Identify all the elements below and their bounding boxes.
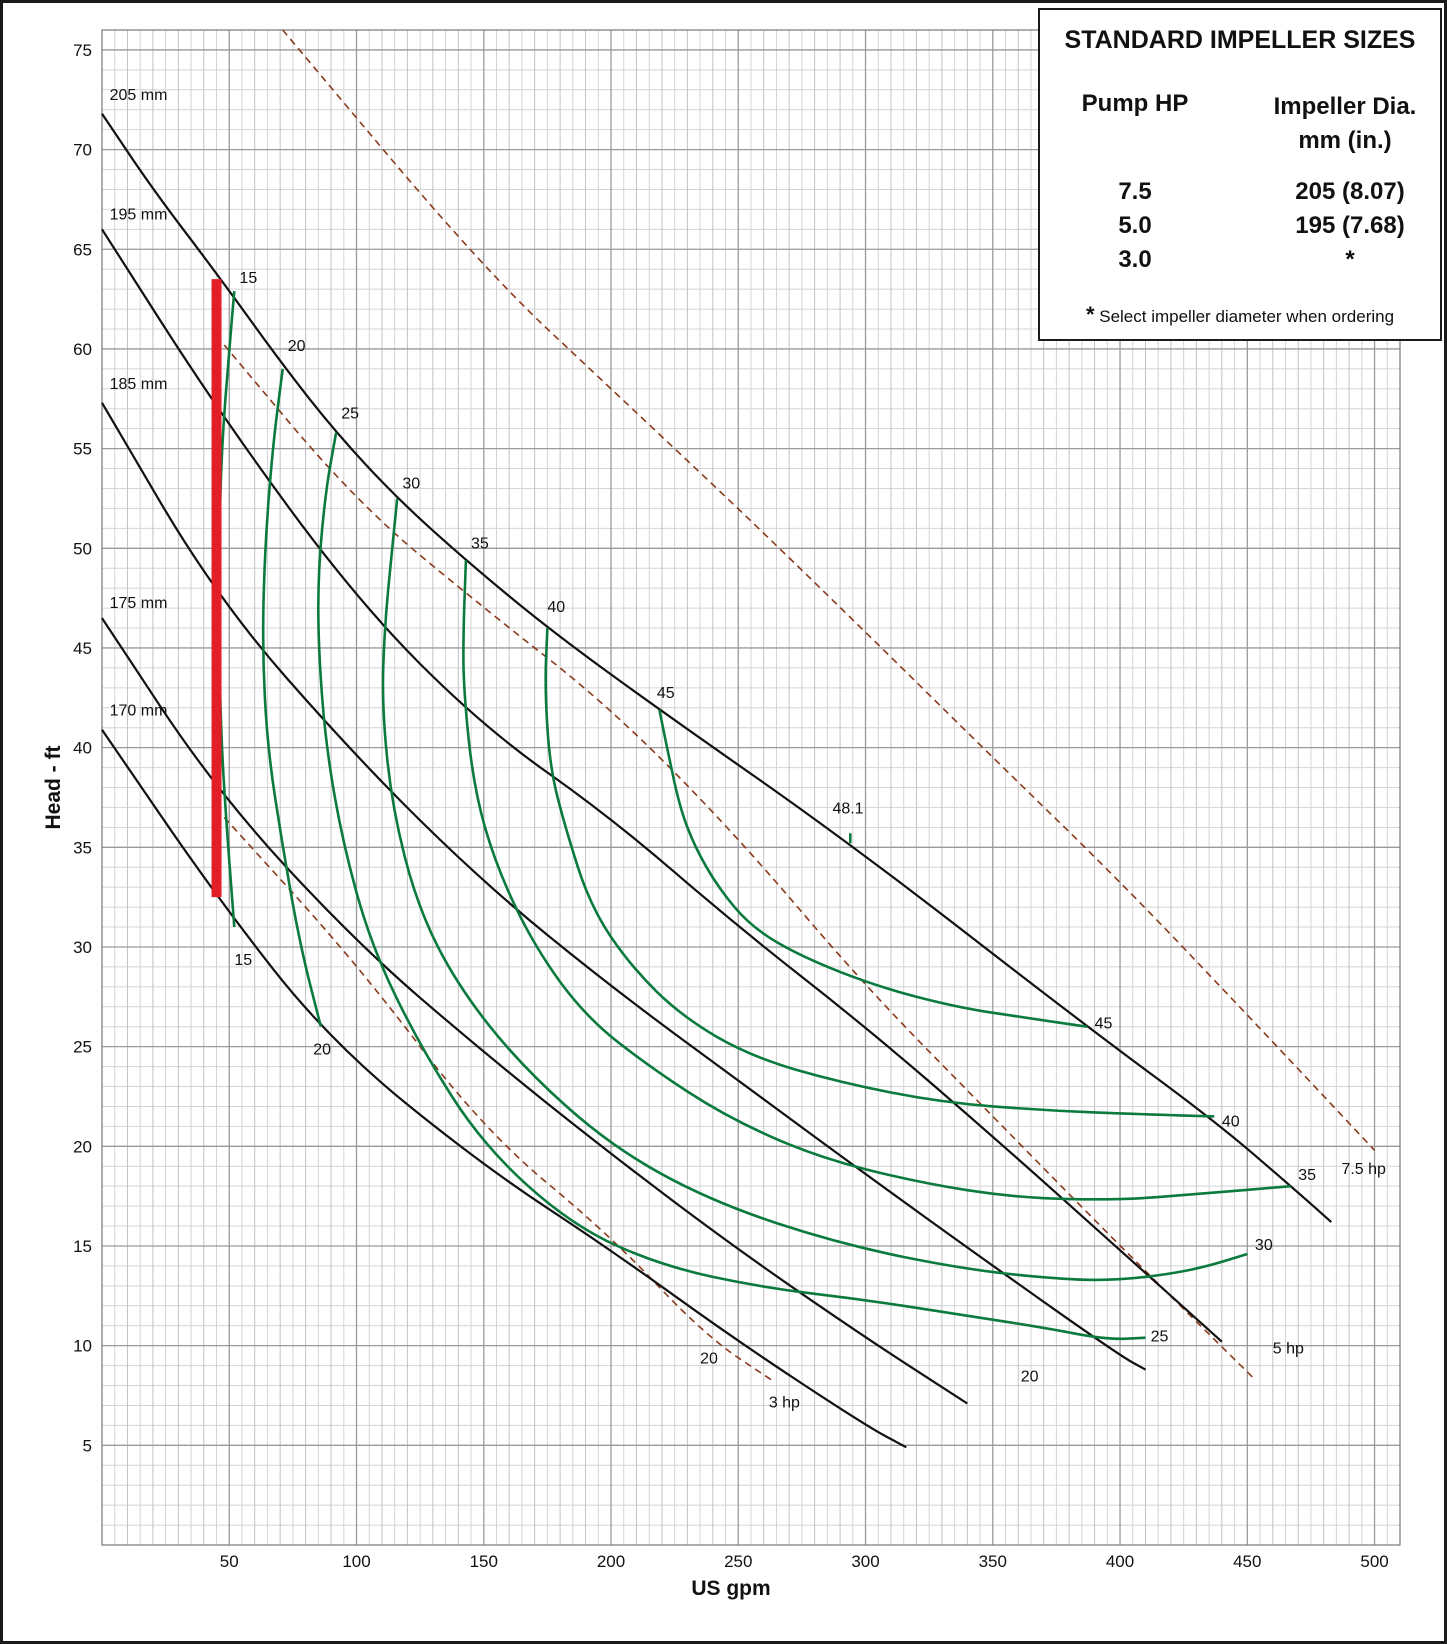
- plot-area-border: [101, 29, 1401, 1546]
- y-axis-label: Head - ft: [42, 745, 65, 829]
- efficiency-label: 35: [471, 535, 489, 552]
- impeller-curve: [101, 113, 1333, 1223]
- y-tick-label: 25: [73, 1038, 92, 1057]
- legend-row-hp: 5.0: [1118, 212, 1152, 239]
- x-tick-label: 350: [979, 1552, 1007, 1571]
- legend-column-impeller-dia-line2: mm (in.): [1298, 127, 1392, 154]
- legend-row-dia: 195 (7.68): [1295, 212, 1405, 239]
- x-tick-label: 500: [1360, 1552, 1388, 1571]
- power-curve-label: 3 hp: [769, 1394, 800, 1411]
- efficiency-label: 15: [234, 952, 252, 969]
- x-tick-label: 200: [597, 1552, 625, 1571]
- efficiency-label: 30: [402, 475, 420, 492]
- y-tick-label: 30: [73, 938, 92, 957]
- efficiency-label: 40: [1222, 1113, 1240, 1130]
- legend-row-hp: 3.0: [1118, 246, 1152, 273]
- x-axis-label: US gpm: [691, 1577, 770, 1600]
- x-tick-label: 250: [724, 1552, 752, 1571]
- efficiency-label: 15: [239, 270, 257, 287]
- efficiency-label: 48.1: [832, 800, 863, 817]
- legend-note: * Select impeller diameter when ordering: [1040, 302, 1440, 328]
- x-tick-label: 300: [851, 1552, 879, 1571]
- y-tick-label: 40: [73, 739, 92, 758]
- power-curve-label: 7.5 hp: [1341, 1161, 1386, 1178]
- efficiency-curve: [462, 560, 1291, 1201]
- efficiency-curve: [381, 498, 1248, 1282]
- y-tick-label: 35: [73, 838, 92, 857]
- efficiency-label: 45: [657, 685, 675, 702]
- impeller-curve: [101, 729, 907, 1449]
- efficiency-label: 25: [341, 406, 359, 423]
- y-tick-label: 20: [73, 1137, 92, 1156]
- efficiency-curve: [658, 709, 1088, 1028]
- impeller-curve: [101, 617, 968, 1405]
- legend-row-hp: 7.5: [1118, 178, 1152, 205]
- y-tick-label: 75: [73, 41, 92, 60]
- efficiency-label: 20: [313, 1042, 331, 1059]
- power-curve-label: 5 hp: [1273, 1341, 1304, 1358]
- efficiency-label: 30: [1255, 1237, 1273, 1254]
- legend-column-impeller-dia-line1: Impeller Dia.: [1273, 93, 1417, 120]
- x-tick-label: 150: [470, 1552, 498, 1571]
- y-tick-label: 50: [73, 539, 92, 558]
- y-tick-label: 60: [73, 340, 92, 359]
- y-tick-label: 55: [73, 440, 92, 459]
- power-curve: [223, 344, 1256, 1381]
- efficiency-label: 25: [1151, 1329, 1169, 1346]
- legend-column-pump-hp: Pump HP: [1081, 90, 1189, 117]
- legend-row-dia: 205 (8.07): [1295, 178, 1405, 205]
- x-tick-label: 400: [1106, 1552, 1134, 1571]
- impeller-size-legend: STANDARD IMPELLER SIZES Pump HP Impeller…: [1038, 8, 1442, 341]
- efficiency-label: 20: [700, 1351, 718, 1368]
- impeller-curve: [101, 228, 1223, 1343]
- y-tick-label: 15: [73, 1237, 92, 1256]
- efficiency-label: 20: [288, 338, 306, 355]
- power-curve: [223, 816, 775, 1383]
- efficiency-label: 40: [547, 599, 565, 616]
- efficiency-label: 20: [1021, 1369, 1039, 1386]
- efficiency-curve: [261, 368, 323, 1028]
- impeller-curve: [101, 402, 1147, 1371]
- y-tick-label: 5: [83, 1436, 92, 1455]
- impeller-curve-label: 195 mm: [110, 206, 168, 223]
- efficiency-label: 45: [1095, 1016, 1113, 1033]
- legend-row-dia: *: [1345, 246, 1355, 273]
- impeller-curve-label: 185 mm: [110, 376, 168, 393]
- legend-title: STANDARD IMPELLER SIZES: [1064, 26, 1416, 54]
- y-tick-label: 65: [73, 240, 92, 259]
- y-tick-label: 45: [73, 639, 92, 658]
- x-tick-label: 50: [220, 1552, 239, 1571]
- y-tick-label: 70: [73, 141, 92, 160]
- impeller-curve-label: 205 mm: [110, 87, 168, 104]
- power-curve: [282, 29, 1376, 1151]
- impeller-curve-label: 170 mm: [110, 703, 168, 720]
- legend-column-impeller-dia: Impeller Dia. mm (in.): [1250, 90, 1440, 158]
- impeller-curve-label: 175 mm: [110, 595, 168, 612]
- x-tick-label: 100: [342, 1552, 370, 1571]
- y-tick-label: 10: [73, 1337, 92, 1356]
- efficiency-curve: [316, 432, 1146, 1341]
- efficiency-curve: [544, 627, 1215, 1118]
- legend-note-asterisk: *: [1085, 302, 1095, 327]
- x-tick-label: 450: [1233, 1552, 1261, 1571]
- legend-note-text: Select impeller diameter when ordering: [1099, 307, 1395, 326]
- efficiency-label: 35: [1298, 1167, 1316, 1184]
